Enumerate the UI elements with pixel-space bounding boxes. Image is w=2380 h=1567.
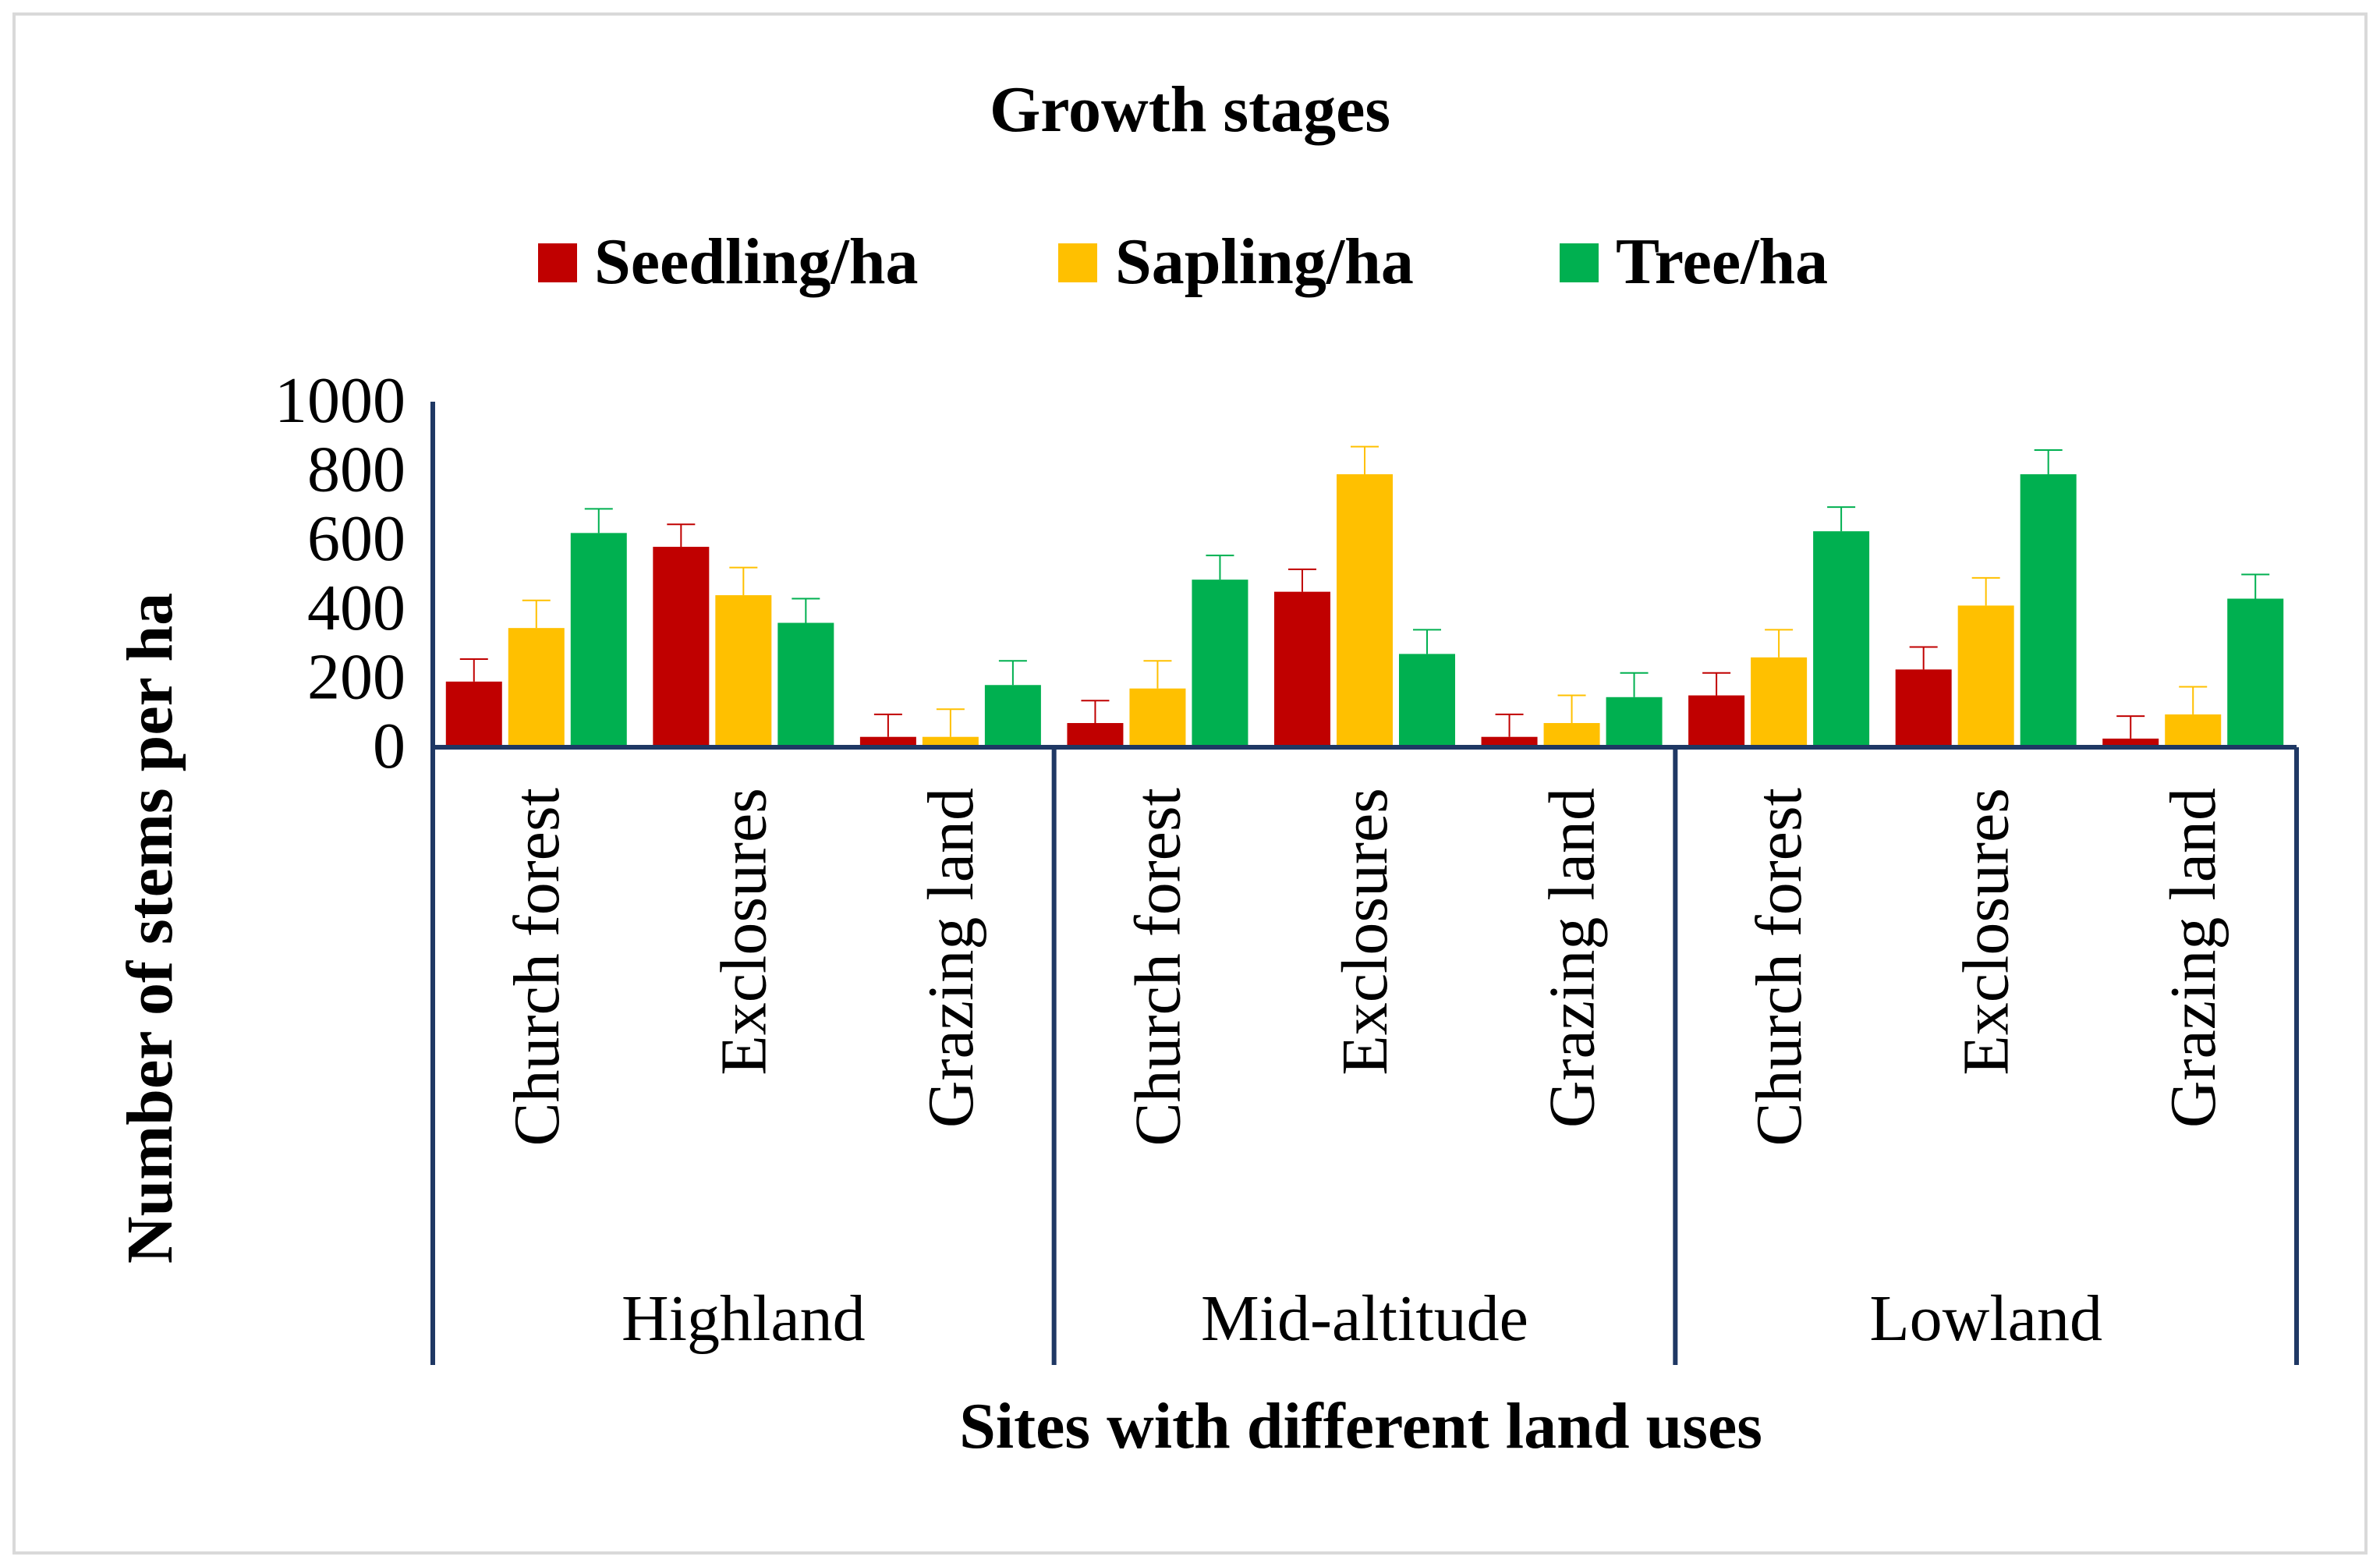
legend-swatch-1 (1058, 243, 1097, 282)
group-label-0: Highland (622, 1282, 866, 1355)
bar-treeha-2 (984, 685, 1041, 747)
y-tick-label-0: 0 (373, 710, 406, 782)
bar-treeha-5 (1606, 697, 1663, 747)
bar-treeha-4 (1399, 654, 1455, 747)
y-tick-label-3: 600 (307, 502, 406, 575)
bar-seedlingha-1 (653, 547, 710, 747)
bar-treeha-0 (570, 533, 627, 747)
category-label-5: Grazing land (1536, 788, 1609, 1128)
chart-title: Growth stages (990, 73, 1390, 146)
bar-saplingha-6 (1751, 657, 1808, 747)
bar-seedlingha-6 (1688, 695, 1745, 747)
bars (445, 445, 2284, 747)
category-label-8: Grazing land (2157, 788, 2229, 1128)
bar-saplingha-7 (1957, 605, 2014, 747)
category-label-2: Grazing land (915, 788, 987, 1128)
y-tick-label-5: 1000 (274, 364, 406, 437)
legend-swatch-0 (538, 243, 577, 282)
bar-treeha-3 (1192, 580, 1248, 747)
bar-treeha-8 (2227, 598, 2284, 747)
axes (430, 402, 2299, 1365)
chart-frame (12, 12, 2368, 1555)
legend: Seedling/ha Sapling/ha Tree/ha (538, 225, 1828, 298)
bar-treeha-1 (777, 622, 834, 747)
bar-saplingha-1 (715, 595, 772, 747)
group-label-1: Mid-altitude (1201, 1282, 1528, 1355)
category-label-7: Exclosures (1950, 788, 2023, 1076)
bar-seedlingha-5 (1481, 736, 1538, 747)
bar-seedlingha-2 (859, 736, 916, 747)
y-tick-label-1: 200 (307, 640, 406, 713)
category-label-0: Church forest (501, 788, 573, 1147)
legend-label-2: Tree/ha (1616, 225, 1828, 298)
bar-seedlingha-3 (1067, 722, 1124, 747)
bar-seedlingha-7 (1895, 669, 1952, 747)
category-label-1: Exclosures (707, 788, 780, 1076)
bar-seedlingha-8 (2102, 738, 2159, 747)
y-tick-label-2: 400 (307, 572, 406, 644)
y-axis-label: Number of stems per ha (114, 593, 186, 1264)
y-tick-label-4: 800 (307, 434, 406, 506)
bar-saplingha-4 (1337, 474, 1393, 747)
bar-treeha-7 (2020, 474, 2077, 747)
legend-swatch-2 (1560, 243, 1599, 282)
legend-label-0: Seedling/ha (594, 225, 918, 298)
bar-saplingha-0 (508, 628, 565, 747)
bar-seedlingha-0 (445, 681, 502, 747)
bar-seedlingha-4 (1274, 591, 1330, 747)
legend-label-1: Sapling/ha (1115, 225, 1414, 298)
bar-saplingha-5 (1543, 722, 1600, 747)
bar-saplingha-2 (922, 736, 979, 747)
group-label-2: Lowland (1869, 1282, 2102, 1355)
bar-saplingha-3 (1129, 688, 1186, 747)
category-label-4: Exclosures (1329, 788, 1401, 1076)
bar-treeha-6 (1813, 531, 1870, 747)
category-label-6: Church forest (1743, 788, 1815, 1147)
x-axis-categories: Church forest Exclosures Grazing land Churc… (501, 788, 2229, 1355)
bar-saplingha-8 (2165, 714, 2222, 747)
category-label-3: Church forest (1121, 788, 1194, 1147)
x-axis-label: Sites with different land uses (959, 1390, 1762, 1462)
